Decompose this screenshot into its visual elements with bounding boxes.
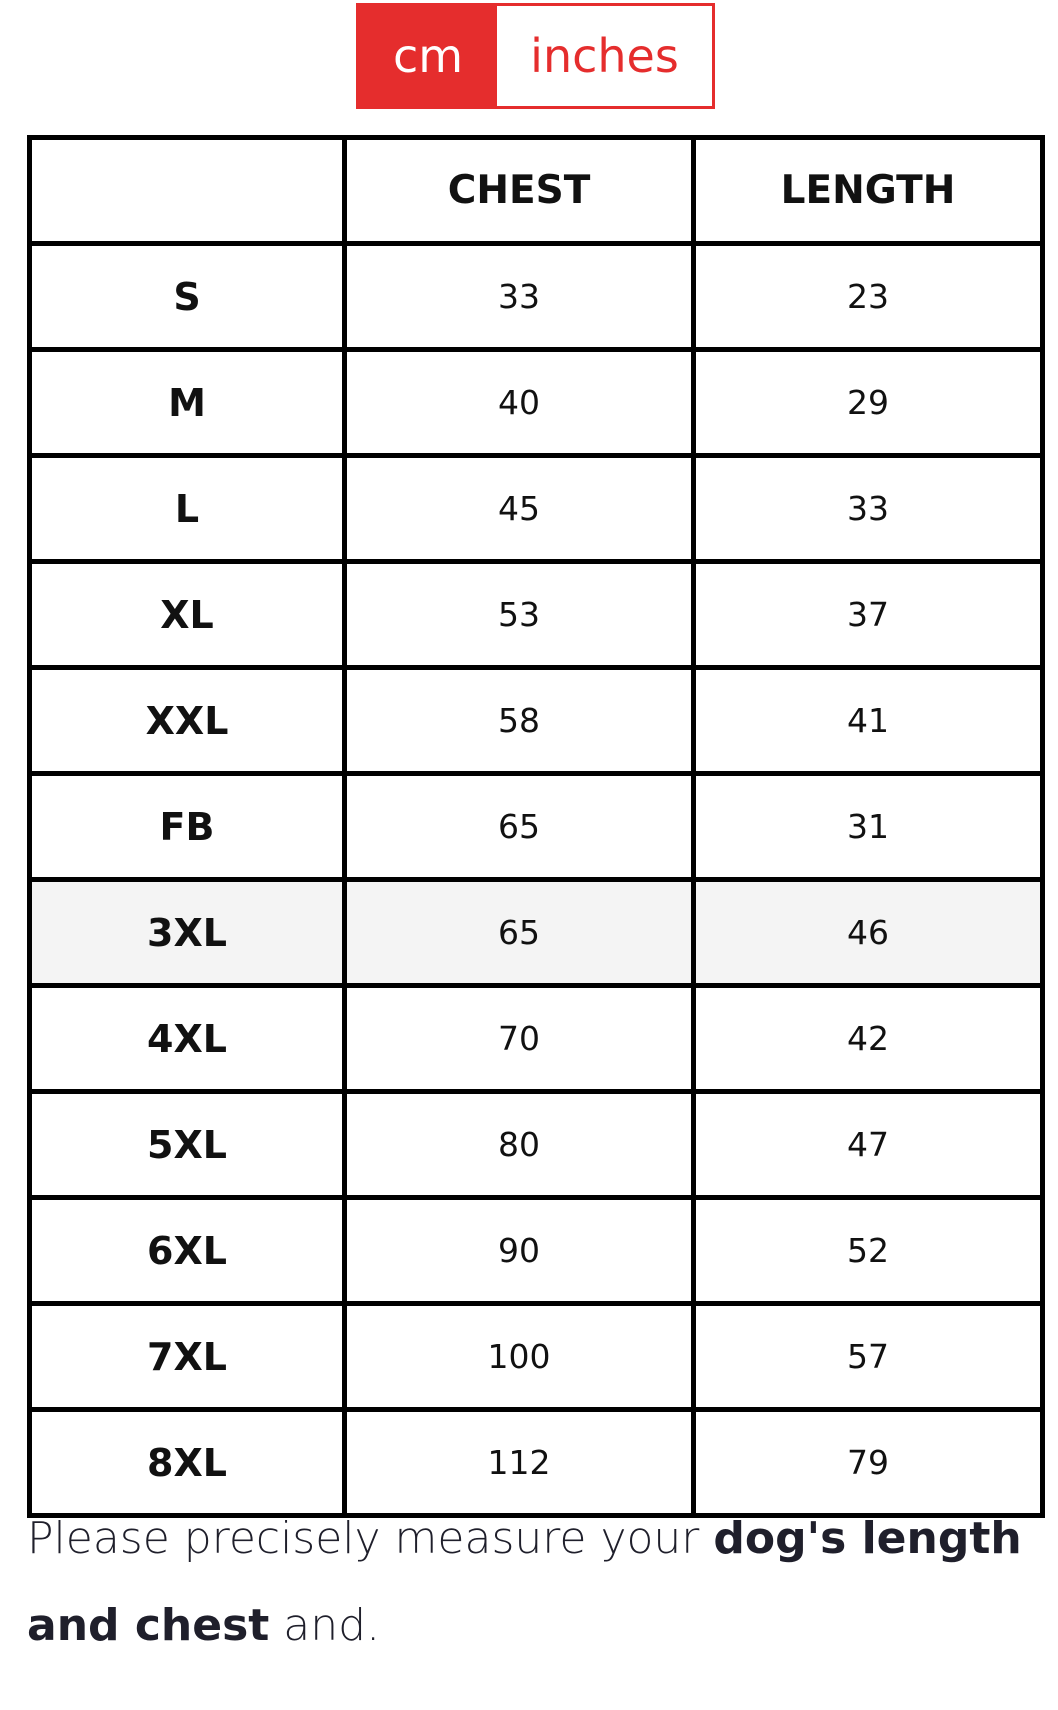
cell-size: FB (27, 771, 347, 882)
measure-note: Please precisely measure your dog's leng… (27, 1495, 1027, 1669)
table-row: 4XL 70 42 (27, 983, 1045, 1094)
cell-size: XL (27, 559, 347, 670)
cell-chest: 65 (342, 877, 696, 988)
note-text-end: and. (269, 1600, 381, 1651)
cell-size: XXL (27, 665, 347, 776)
table-row: XXL 58 41 (27, 665, 1045, 776)
cell-chest: 40 (342, 347, 696, 458)
cell-length: 47 (691, 1089, 1045, 1200)
note-bold-text: dog's length and chest (27, 1513, 1022, 1651)
table-row: M 40 29 (27, 347, 1045, 458)
table-row: 5XL 80 47 (27, 1089, 1045, 1200)
header-size (27, 135, 347, 246)
cell-length: 41 (691, 665, 1045, 776)
cell-chest: 65 (342, 771, 696, 882)
table-row: 6XL 90 52 (27, 1195, 1045, 1306)
table-header-row: CHEST LENGTH (27, 135, 1045, 246)
cell-chest: 100 (342, 1301, 696, 1412)
cell-length: 42 (691, 983, 1045, 1094)
cell-chest: 53 (342, 559, 696, 670)
table-row: FB 65 31 (27, 771, 1045, 882)
cell-size: 4XL (27, 983, 347, 1094)
header-length: LENGTH (691, 135, 1045, 246)
table-row: 3XL 65 46 (27, 877, 1045, 988)
table-row: L 45 33 (27, 453, 1045, 564)
cell-size: 6XL (27, 1195, 347, 1306)
cell-size: 8XL (27, 1407, 347, 1518)
cell-length: 79 (691, 1407, 1045, 1518)
cell-length: 29 (691, 347, 1045, 458)
unit-toggle: cm inches (356, 3, 715, 109)
cell-chest: 70 (342, 983, 696, 1094)
table-row: XL 53 37 (27, 559, 1045, 670)
cell-size: S (27, 241, 347, 352)
unit-option-inches[interactable]: inches (497, 6, 712, 106)
table-row: S 33 23 (27, 241, 1045, 352)
table-row: 7XL 100 57 (27, 1301, 1045, 1412)
cell-size: L (27, 453, 347, 564)
cell-size: M (27, 347, 347, 458)
cell-size: 3XL (27, 877, 347, 988)
cell-size: 5XL (27, 1089, 347, 1200)
note-text: Please precisely measure your (27, 1513, 714, 1564)
unit-option-cm[interactable]: cm (359, 6, 497, 106)
cell-length: 31 (691, 771, 1045, 882)
cell-length: 52 (691, 1195, 1045, 1306)
table-row: 8XL 112 79 (27, 1407, 1045, 1518)
cell-size: 7XL (27, 1301, 347, 1412)
cell-chest: 80 (342, 1089, 696, 1200)
header-chest: CHEST (342, 135, 696, 246)
cell-chest: 112 (342, 1407, 696, 1518)
cell-length: 37 (691, 559, 1045, 670)
cell-length: 57 (691, 1301, 1045, 1412)
cell-chest: 90 (342, 1195, 696, 1306)
cell-length: 33 (691, 453, 1045, 564)
cell-length: 46 (691, 877, 1045, 988)
cell-chest: 33 (342, 241, 696, 352)
cell-chest: 45 (342, 453, 696, 564)
cell-chest: 58 (342, 665, 696, 776)
cell-length: 23 (691, 241, 1045, 352)
size-chart-table: CHEST LENGTH S 33 23 M 40 29 L 45 33 XL 53 37 XXL 58 4… (27, 135, 1045, 1518)
